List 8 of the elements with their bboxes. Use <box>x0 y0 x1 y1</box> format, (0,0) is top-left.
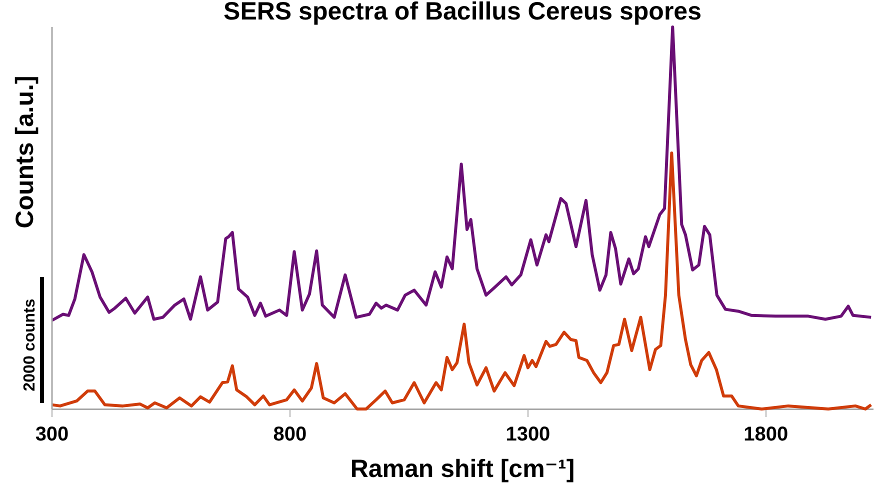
x-tick-label: 300 <box>35 424 69 446</box>
chart-title: SERS spectra of Bacillus Cereus spores <box>224 0 702 26</box>
x-axis-title: Raman shift [cm⁻¹] <box>350 454 575 483</box>
text: 2000 counts <box>21 298 38 392</box>
y-axis-title: Counts [a.u.] <box>10 76 39 228</box>
x-tick-label: 800 <box>273 424 307 446</box>
x-tick-label: 1300 <box>506 424 550 446</box>
x-tick-label: 1800 <box>744 424 788 446</box>
